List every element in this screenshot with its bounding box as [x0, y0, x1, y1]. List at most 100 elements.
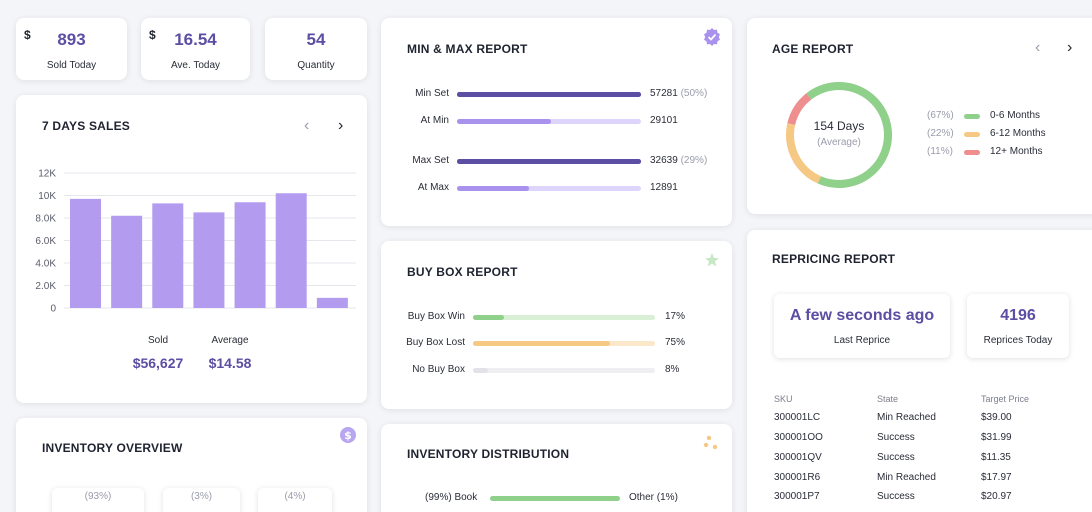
sold-label: Sold — [147, 335, 168, 346]
card-title: MIN & MAX REPORT — [407, 42, 528, 56]
price-cell: $20.97 — [981, 491, 1012, 502]
buy-box-report-card: BUY BOX REPORT Buy Box Win 17% Buy Box L… — [381, 241, 732, 409]
progress-fill — [473, 315, 504, 320]
row-value: 17% — [665, 311, 686, 322]
inventory-distribution-card: INVENTORY DISTRIBUTION (99%) Book Other … — [381, 424, 732, 512]
row-label: At Min — [420, 115, 449, 126]
card-title: 7 DAYS SALES — [42, 119, 130, 133]
sold-value: $56,627 — [132, 355, 184, 371]
average-label: Average — [211, 335, 249, 346]
stat-value: 893 — [57, 30, 86, 49]
age-donut-chart — [783, 79, 895, 191]
dollar-circle-icon: $ — [340, 427, 356, 443]
y-tick-label: 4.0K — [35, 259, 56, 270]
progress-fill — [473, 341, 610, 346]
pct-text: (50%) — [680, 88, 708, 99]
repricing-report-card: REPRICING REPORT A few seconds ago Last … — [747, 230, 1092, 512]
row-label: Buy Box Lost — [406, 337, 465, 348]
sku-cell: 300001QV — [774, 452, 822, 463]
scatter-dots-icon — [703, 435, 718, 450]
average-value: $14.58 — [208, 355, 252, 371]
overview-chip: (3%) — [163, 488, 240, 512]
overview-chip: (4%) — [258, 488, 332, 512]
overview-pct: (3%) — [190, 491, 213, 502]
y-tick-label: 6.0K — [35, 236, 56, 247]
progress-track — [457, 159, 641, 164]
stat-label: Quantity — [297, 60, 335, 71]
legend-label: 6-12 Months — [990, 128, 1046, 139]
progress-fill — [457, 186, 529, 191]
state-cell: Success — [877, 452, 915, 463]
currency-symbol: $ — [149, 28, 156, 42]
legend-label: 12+ Months — [990, 146, 1043, 157]
donut-slice-6-12-months[interactable] — [783, 79, 895, 191]
progress-track — [473, 315, 655, 320]
legend-pct: (11%) — [927, 146, 953, 157]
progress-track — [473, 341, 655, 346]
seven-days-sales-card: 7 DAYS SALES ‹ › 0 2.0K 4.0K 6.0K 8.0K 10K 12K… — [16, 95, 367, 403]
price-cell: $31.99 — [981, 432, 1012, 443]
state-cell: Min Reached — [877, 412, 936, 423]
distribution-right-label: Other (1%) — [629, 492, 678, 503]
overview-pct: (4%) — [284, 491, 306, 502]
stat-value: 54 — [306, 30, 326, 49]
stat-card-ave-today: $ 16.54 Ave. Today — [141, 18, 250, 80]
sales-bar-chart: 0 2.0K 4.0K 6.0K 8.0K 10K 12K — [35, 169, 356, 315]
sku-cell: 300001LC — [774, 412, 821, 423]
svg-text:$: $ — [344, 429, 352, 442]
donut-slice-12-months[interactable] — [783, 79, 895, 191]
donut-center-value: 154 Days — [813, 119, 865, 133]
reprices-today-value: 4196 — [1000, 307, 1036, 324]
row-value: 29101 — [650, 115, 678, 126]
row-label: No Buy Box — [412, 364, 465, 375]
progress-fill — [457, 92, 641, 97]
row-value: 75% — [665, 337, 686, 348]
y-tick-label: 10K — [38, 191, 56, 202]
chevron-left-icon[interactable]: ‹ — [1035, 39, 1041, 56]
row-value: 57281 (50%) — [650, 88, 707, 99]
card-title: INVENTORY OVERVIEW — [42, 441, 183, 455]
row-label: Buy Box Win — [407, 311, 465, 322]
overview-pct: (93%) — [84, 491, 112, 502]
bar-day-5[interactable] — [234, 202, 266, 308]
row-value: 32639 (29%) — [650, 155, 707, 166]
progress-fill — [457, 119, 551, 124]
state-cell: Success — [877, 491, 915, 502]
reprices-today-card: 4196 Reprices Today — [967, 294, 1069, 358]
value-text: 57281 — [650, 88, 678, 99]
reprices-today-label: Reprices Today — [983, 335, 1053, 346]
bar-day-4[interactable] — [193, 212, 225, 308]
y-tick-label: 12K — [38, 169, 56, 180]
verified-badge-icon — [704, 28, 720, 46]
currency-symbol: $ — [24, 28, 31, 42]
chevron-right-icon[interactable]: › — [1067, 39, 1073, 56]
y-tick-label: 2.0K — [35, 281, 56, 292]
donut-slice-0-6-months[interactable] — [783, 79, 895, 191]
stat-value: 16.54 — [174, 30, 217, 49]
value-text: 29101 — [650, 115, 678, 126]
chevron-left-icon[interactable]: ‹ — [304, 117, 310, 134]
row-label: At Max — [417, 182, 449, 193]
row-label: Min Set — [415, 88, 449, 99]
stat-card-sold-today: $ 893 Sold Today — [16, 18, 127, 80]
y-tick-label: 8.0K — [35, 214, 56, 225]
state-cell: Min Reached — [877, 472, 936, 483]
y-tick-label: 0 — [50, 304, 56, 315]
legend-swatch — [964, 114, 980, 119]
card-title: AGE REPORT — [772, 42, 854, 56]
sku-cell: 300001P7 — [774, 491, 820, 502]
bar-day-7[interactable] — [316, 297, 348, 308]
bar-day-6[interactable] — [275, 193, 307, 308]
bar-day-2[interactable] — [111, 215, 143, 308]
chevron-right-icon[interactable]: › — [338, 117, 344, 134]
bar-day-3[interactable] — [152, 203, 184, 308]
price-cell: $39.00 — [981, 412, 1012, 423]
state-cell: Success — [877, 432, 915, 443]
stat-card-quantity: 54 Quantity — [265, 18, 367, 80]
inventory-overview-card: INVENTORY OVERVIEW $ (93%) (3%) (4%) — [16, 418, 367, 512]
stat-label: Ave. Today — [170, 60, 221, 71]
price-cell: $11.35 — [981, 452, 1011, 463]
progress-track — [457, 186, 641, 191]
bar-day-1[interactable] — [70, 198, 101, 308]
min-max-report-card: MIN & MAX REPORT Min Set 57281 (50%) At … — [381, 18, 732, 226]
